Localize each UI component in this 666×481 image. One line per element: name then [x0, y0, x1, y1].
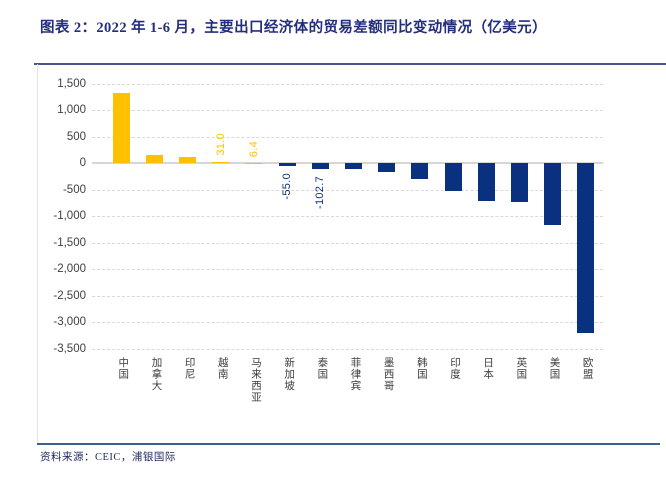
bar-加拿大: [145, 155, 163, 164]
bar-value-label: 31.0: [214, 133, 227, 156]
gridline: [92, 189, 603, 191]
bar-新加坡: [278, 163, 296, 167]
y-tick-label: -1,000: [53, 210, 86, 223]
title-divider-rule: [34, 63, 666, 65]
gridline: [92, 349, 603, 350]
source-note: 资料来源：CEIC，浦银国际: [40, 452, 176, 463]
figure-title: 图表 2：2022 年 1-6 月，主要出口经济体的贸易差额同比变动情况（亿美元…: [40, 20, 547, 36]
gridline: [92, 242, 603, 244]
y-tick-label: -500: [62, 183, 86, 196]
x-category-label: 新加坡: [283, 357, 295, 392]
gridline: [92, 110, 603, 112]
bar-美国: [544, 163, 561, 226]
x-category-label: 欧盟: [581, 357, 593, 380]
bar-日本: [477, 163, 495, 202]
x-category-label: 墨西哥: [382, 357, 394, 392]
y-tick-label: 1,500: [57, 77, 86, 90]
y-tick-label: -1,500: [53, 236, 86, 249]
bar-墨西哥: [378, 163, 396, 172]
bar-印度: [444, 163, 462, 191]
x-category-label: 泰国: [316, 357, 328, 380]
bar-印尼: [179, 157, 197, 164]
bar-泰国: [311, 163, 329, 169]
gridline: [92, 295, 603, 297]
bar-越南: [212, 161, 230, 164]
bar-欧盟: [577, 163, 595, 334]
bar-英国: [510, 163, 528, 202]
y-tick-label: -2,500: [53, 289, 86, 302]
bar-value-label: 6.4: [247, 140, 260, 157]
chart-frame-left-border: [37, 64, 38, 444]
y-tick-label: -3,000: [53, 316, 86, 329]
y-tick-label: 500: [66, 130, 86, 143]
x-category-label: 韩国: [415, 357, 427, 380]
y-tick-label: -2,000: [53, 263, 86, 276]
gridline: [92, 136, 603, 138]
gridline: [92, 322, 603, 324]
x-category-label: 美国: [548, 357, 560, 380]
y-tick-label: -3,500: [53, 343, 86, 355]
footer-divider-rule: [37, 443, 660, 445]
x-category-label: 越南: [216, 357, 228, 380]
x-category-label: 中国: [117, 357, 129, 380]
x-category-label: 印尼: [183, 357, 195, 380]
x-category-label: 印度: [449, 357, 460, 380]
bar-中国: [112, 92, 130, 164]
x-category-label: 日本: [482, 357, 494, 380]
gridline: [92, 269, 603, 271]
x-category-label: 菲律宾: [349, 357, 361, 392]
y-tick-label: 0: [79, 157, 86, 170]
x-category-label: 马来西亚: [249, 357, 261, 403]
x-category-label: 加拿大: [150, 357, 162, 392]
bar-马来西亚: [245, 162, 263, 164]
bar-韩国: [411, 163, 429, 179]
gridline: [92, 83, 603, 85]
bar-value-label: -102.7: [314, 175, 327, 209]
x-category-label: 英国: [515, 357, 527, 380]
gridline: [92, 216, 603, 218]
y-tick-label: 1,000: [57, 104, 86, 117]
bar-value-label: -55.0: [281, 173, 294, 200]
bar-菲律宾: [344, 163, 362, 170]
